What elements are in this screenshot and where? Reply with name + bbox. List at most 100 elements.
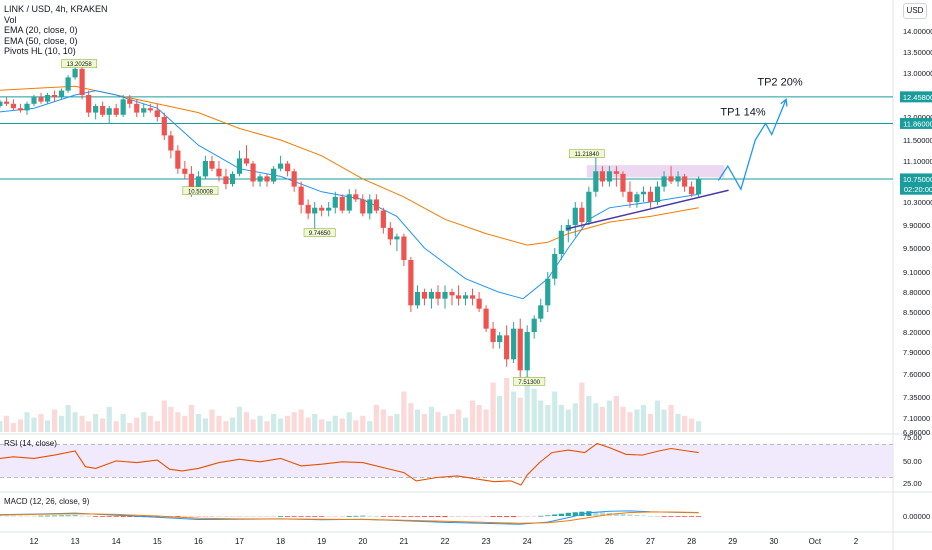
price-tick-label: 13.00000 <box>903 69 932 78</box>
volume-bar <box>175 412 181 432</box>
macd-histogram-bar <box>44 515 51 517</box>
candle-body <box>154 110 160 117</box>
price-tick-label: 7.10000 <box>903 414 930 423</box>
legend-ema20[interactable]: EMA (20, close, 0) <box>4 25 78 35</box>
volume-bar <box>182 415 188 432</box>
time-tick-label: 18 <box>276 537 285 546</box>
candle-body <box>538 305 544 319</box>
volume-bar <box>223 421 229 432</box>
candle-body <box>455 295 462 299</box>
pivot-label-box <box>513 377 546 386</box>
candle-body <box>298 186 304 205</box>
volume-bar <box>346 412 352 432</box>
candle-body <box>435 292 441 299</box>
macd-histogram-bar <box>278 516 284 517</box>
candle-body <box>209 161 215 169</box>
volume-bar <box>51 409 58 432</box>
macd-histogram-bar <box>195 516 201 518</box>
price-label: 11.86000 <box>903 119 932 128</box>
legend-volume[interactable]: Vol <box>4 14 17 25</box>
macd-histogram-bar <box>524 516 530 517</box>
volume-bar <box>312 414 318 432</box>
macd-histogram-bar <box>531 516 537 517</box>
macd-histogram-bar <box>504 516 510 518</box>
volume-bar <box>435 412 441 432</box>
macd-histogram-bar <box>442 516 448 518</box>
volume-bar <box>360 415 366 432</box>
candle-body <box>469 295 476 299</box>
candle-body <box>86 95 92 113</box>
macd-histogram-bar <box>373 515 379 517</box>
currency-button[interactable]: USD <box>903 3 927 19</box>
candle-body <box>511 328 517 360</box>
candle-body <box>58 90 65 98</box>
time-tick-label: 15 <box>153 537 162 546</box>
macd-histogram-bar <box>675 516 681 517</box>
macd-histogram-bar <box>586 511 592 516</box>
candle-body <box>24 103 30 111</box>
candle-body <box>476 298 482 309</box>
volume-bar <box>250 419 256 432</box>
candle-body <box>10 103 17 109</box>
candle-body <box>613 171 619 174</box>
macd-histogram-bar <box>428 516 435 517</box>
target-annotation: TP2 20% <box>757 76 802 88</box>
volume-bar <box>353 420 359 432</box>
price-label-box <box>900 91 932 103</box>
volume-bar <box>552 391 558 432</box>
volume-bar <box>305 417 311 432</box>
pivot-label-box <box>303 228 336 237</box>
macd-histogram-bar <box>31 515 37 517</box>
candle-body <box>188 173 195 190</box>
macd-histogram-bar <box>332 516 338 517</box>
volume-bar <box>613 396 619 432</box>
macd-line <box>0 510 699 525</box>
macd-histogram-bar <box>497 516 503 518</box>
macd-histogram-bar <box>188 516 195 518</box>
time-tick-label: 29 <box>728 537 737 546</box>
candle-body <box>668 176 674 182</box>
volume-bar <box>38 414 44 432</box>
time-tick-label: 24 <box>523 537 532 546</box>
candle-body <box>31 97 37 104</box>
candle-body <box>682 176 688 187</box>
macd-histogram-bar <box>10 515 17 517</box>
time-tick-label: 17 <box>235 537 244 546</box>
pivot-label: 9.74650 <box>309 231 331 237</box>
candle-body <box>127 99 133 104</box>
macd-histogram-bar <box>243 516 250 517</box>
candle-body <box>640 191 647 195</box>
legend-ema50[interactable]: EMA (50, close, 0) <box>4 35 78 46</box>
candle-body <box>106 108 112 115</box>
macd-histogram-bar <box>435 516 441 518</box>
volume-bar <box>640 405 647 432</box>
volume-bar <box>593 403 599 432</box>
time-tick-label: 14 <box>112 537 121 546</box>
candle-body <box>284 163 291 172</box>
candle-body <box>497 335 503 342</box>
candle-body <box>147 108 153 111</box>
macd-histogram-bar <box>264 516 270 517</box>
volume-bar <box>0 421 3 432</box>
price-tick-label: 13.50000 <box>903 48 932 57</box>
ascending-trendline <box>566 189 729 230</box>
macd-histogram-bar <box>449 516 455 518</box>
macd-histogram-bar <box>284 516 291 517</box>
legend-pivots[interactable]: Pivots HL (10, 10) <box>4 46 76 56</box>
candle-body <box>0 101 3 106</box>
volume-bar <box>504 378 510 432</box>
candle-body <box>545 278 551 306</box>
candle-body <box>428 292 435 299</box>
volume-bar <box>319 419 325 432</box>
volume-bar <box>271 414 277 432</box>
volume-bar <box>517 397 523 432</box>
legend-symbol[interactable]: LINK / USD, 4h, KRAKEN <box>4 4 108 14</box>
time-tick-label: 21 <box>399 537 408 546</box>
volume-bar <box>113 421 119 432</box>
price-tick-label: 11.10000 <box>903 157 932 166</box>
candle-body <box>264 176 270 182</box>
volume-bar <box>620 406 626 432</box>
macd-tick-label: 0.00000 <box>903 512 930 521</box>
candle-body <box>579 207 585 223</box>
